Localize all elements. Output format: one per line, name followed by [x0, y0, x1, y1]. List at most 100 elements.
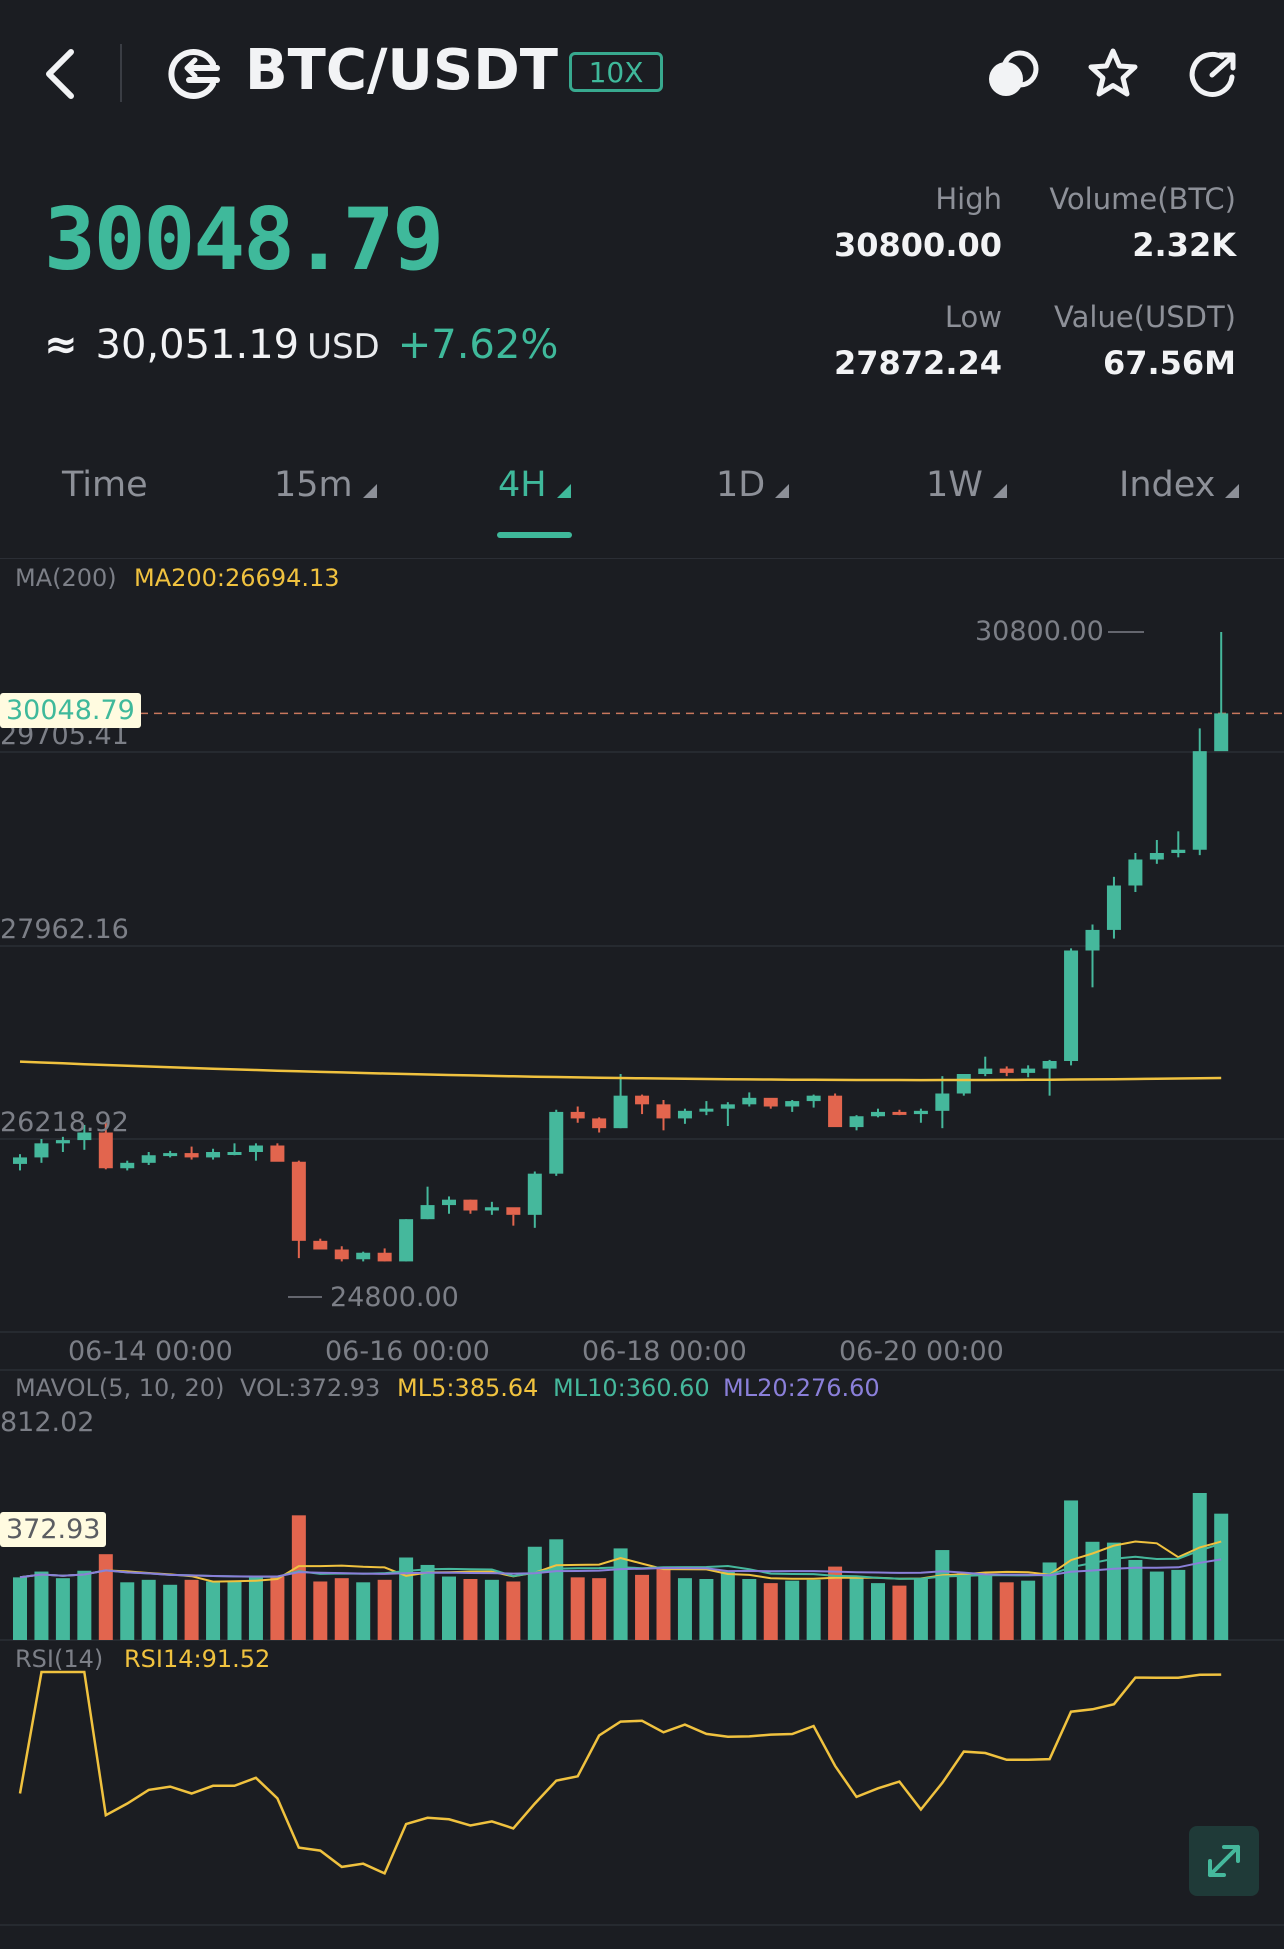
- tab-15m[interactable]: 15m: [274, 465, 377, 505]
- candle-body: [291, 1161, 306, 1241]
- volume-bar: [248, 1576, 263, 1640]
- ml20-value-label: ML20:276.60: [723, 1374, 880, 1402]
- candle-body: [763, 1097, 778, 1107]
- volume-bar: [549, 1539, 564, 1640]
- trading-pair-title[interactable]: BTC/USDT: [245, 38, 558, 103]
- tab-1w[interactable]: 1W: [926, 465, 1007, 505]
- candle-body: [849, 1116, 864, 1128]
- ma200-line: [19, 1060, 1222, 1082]
- candle-body: [656, 1104, 671, 1119]
- volume-bar: [656, 1566, 671, 1640]
- approx-unit: USD: [307, 327, 380, 367]
- volume-bar: [742, 1579, 757, 1640]
- volume-bar: [613, 1548, 628, 1640]
- candle-body: [506, 1207, 521, 1215]
- candle-body: [399, 1219, 414, 1262]
- volume-bar: [506, 1581, 521, 1640]
- dropdown-icon: [992, 484, 1007, 498]
- candle-body: [1192, 751, 1207, 850]
- volume-bar: [935, 1550, 950, 1640]
- volume-label: Volume(BTC): [1049, 182, 1236, 216]
- candle-body: [356, 1252, 371, 1260]
- candle-body: [334, 1249, 349, 1260]
- volume-bar: [1171, 1569, 1186, 1640]
- low-marker-label: 24800.00: [330, 1282, 459, 1313]
- candle-body: [978, 1068, 993, 1074]
- tab-4h[interactable]: 4H: [498, 465, 571, 505]
- leverage-badge[interactable]: 10X: [569, 52, 663, 92]
- volume-bar: [785, 1580, 800, 1640]
- tab-time[interactable]: Time: [62, 465, 148, 505]
- volume-bar: [592, 1578, 607, 1640]
- volume-bar: [34, 1571, 49, 1640]
- volume-bar: [399, 1557, 414, 1640]
- tab-index[interactable]: Index: [1119, 465, 1240, 505]
- volume-bar: [484, 1579, 499, 1640]
- candle-body: [377, 1252, 392, 1262]
- candle-body: [570, 1111, 585, 1119]
- candle-body: [163, 1153, 178, 1157]
- market-switch-button[interactable]: [165, 42, 225, 106]
- volume-bar: [720, 1571, 735, 1640]
- low-value: 27872.24: [833, 344, 1002, 382]
- share-button[interactable]: [1184, 42, 1242, 106]
- value-label: Value(USDT): [1054, 300, 1236, 334]
- candle-body: [98, 1132, 113, 1169]
- volume-bar: [77, 1570, 92, 1640]
- candle-body: [1042, 1061, 1057, 1069]
- candle-body: [13, 1157, 27, 1164]
- favorite-button[interactable]: [1085, 42, 1141, 106]
- candle-body: [613, 1095, 628, 1129]
- candle-body: [935, 1093, 950, 1111]
- candle-body: [1064, 950, 1079, 1061]
- price-change: +7.62%: [397, 322, 559, 368]
- low-label: Low: [944, 300, 1002, 334]
- ml5-value-label: ML5:385.64: [397, 1374, 539, 1402]
- ma-indicator-label: MA(200): [15, 564, 117, 592]
- candle-body: [1171, 849, 1186, 853]
- high-value: 30800.00: [833, 226, 1002, 264]
- volume-bar: [978, 1574, 993, 1640]
- candle-body: [442, 1199, 456, 1206]
- volume-bar: [420, 1564, 435, 1640]
- candle-body: [1214, 713, 1229, 752]
- volume-bar: [1064, 1500, 1079, 1640]
- tab-1d[interactable]: 1D: [716, 465, 790, 505]
- price-level-label: 26218.92: [0, 1107, 129, 1138]
- active-tab-indicator: [497, 532, 572, 538]
- volume-bar: [356, 1582, 371, 1640]
- candle-body: [77, 1132, 92, 1141]
- ml10-value-label: ML10:360.60: [553, 1374, 710, 1402]
- candle-body: [785, 1101, 800, 1107]
- back-button[interactable]: [36, 42, 86, 106]
- candle-body: [463, 1199, 478, 1211]
- ml5-line: [19, 1540, 1222, 1583]
- fullscreen-button[interactable]: [1189, 1826, 1259, 1896]
- candle-body: [999, 1068, 1014, 1073]
- rsi-indicator-label: RSI(14): [15, 1645, 104, 1673]
- candle-body: [206, 1152, 221, 1158]
- approx-sign: ≈: [44, 322, 78, 368]
- exchange-icon: [168, 49, 220, 99]
- time-axis-label: 06-14 00:00: [68, 1336, 233, 1367]
- volume-bar: [163, 1584, 178, 1640]
- volume-max-label: 812.02: [0, 1407, 95, 1438]
- candle-body: [699, 1108, 714, 1112]
- time-axis-label: 06-20 00:00: [839, 1336, 1004, 1367]
- candle-body: [635, 1095, 650, 1105]
- volume-bar: [527, 1546, 542, 1640]
- volume-bar: [141, 1579, 156, 1640]
- header-divider: [120, 44, 122, 102]
- volume-bar: [1149, 1571, 1164, 1640]
- share-icon: [1189, 51, 1236, 97]
- tabs-divider: [0, 558, 1284, 559]
- candle-body: [828, 1095, 843, 1128]
- volume-bar: [98, 1554, 113, 1640]
- candle-body: [1149, 853, 1164, 860]
- volume-bar: [442, 1576, 456, 1640]
- expand-icon: [1208, 1845, 1240, 1877]
- candle-body: [742, 1097, 757, 1105]
- candle-body: [806, 1095, 821, 1102]
- toggle-button[interactable]: [984, 42, 1044, 106]
